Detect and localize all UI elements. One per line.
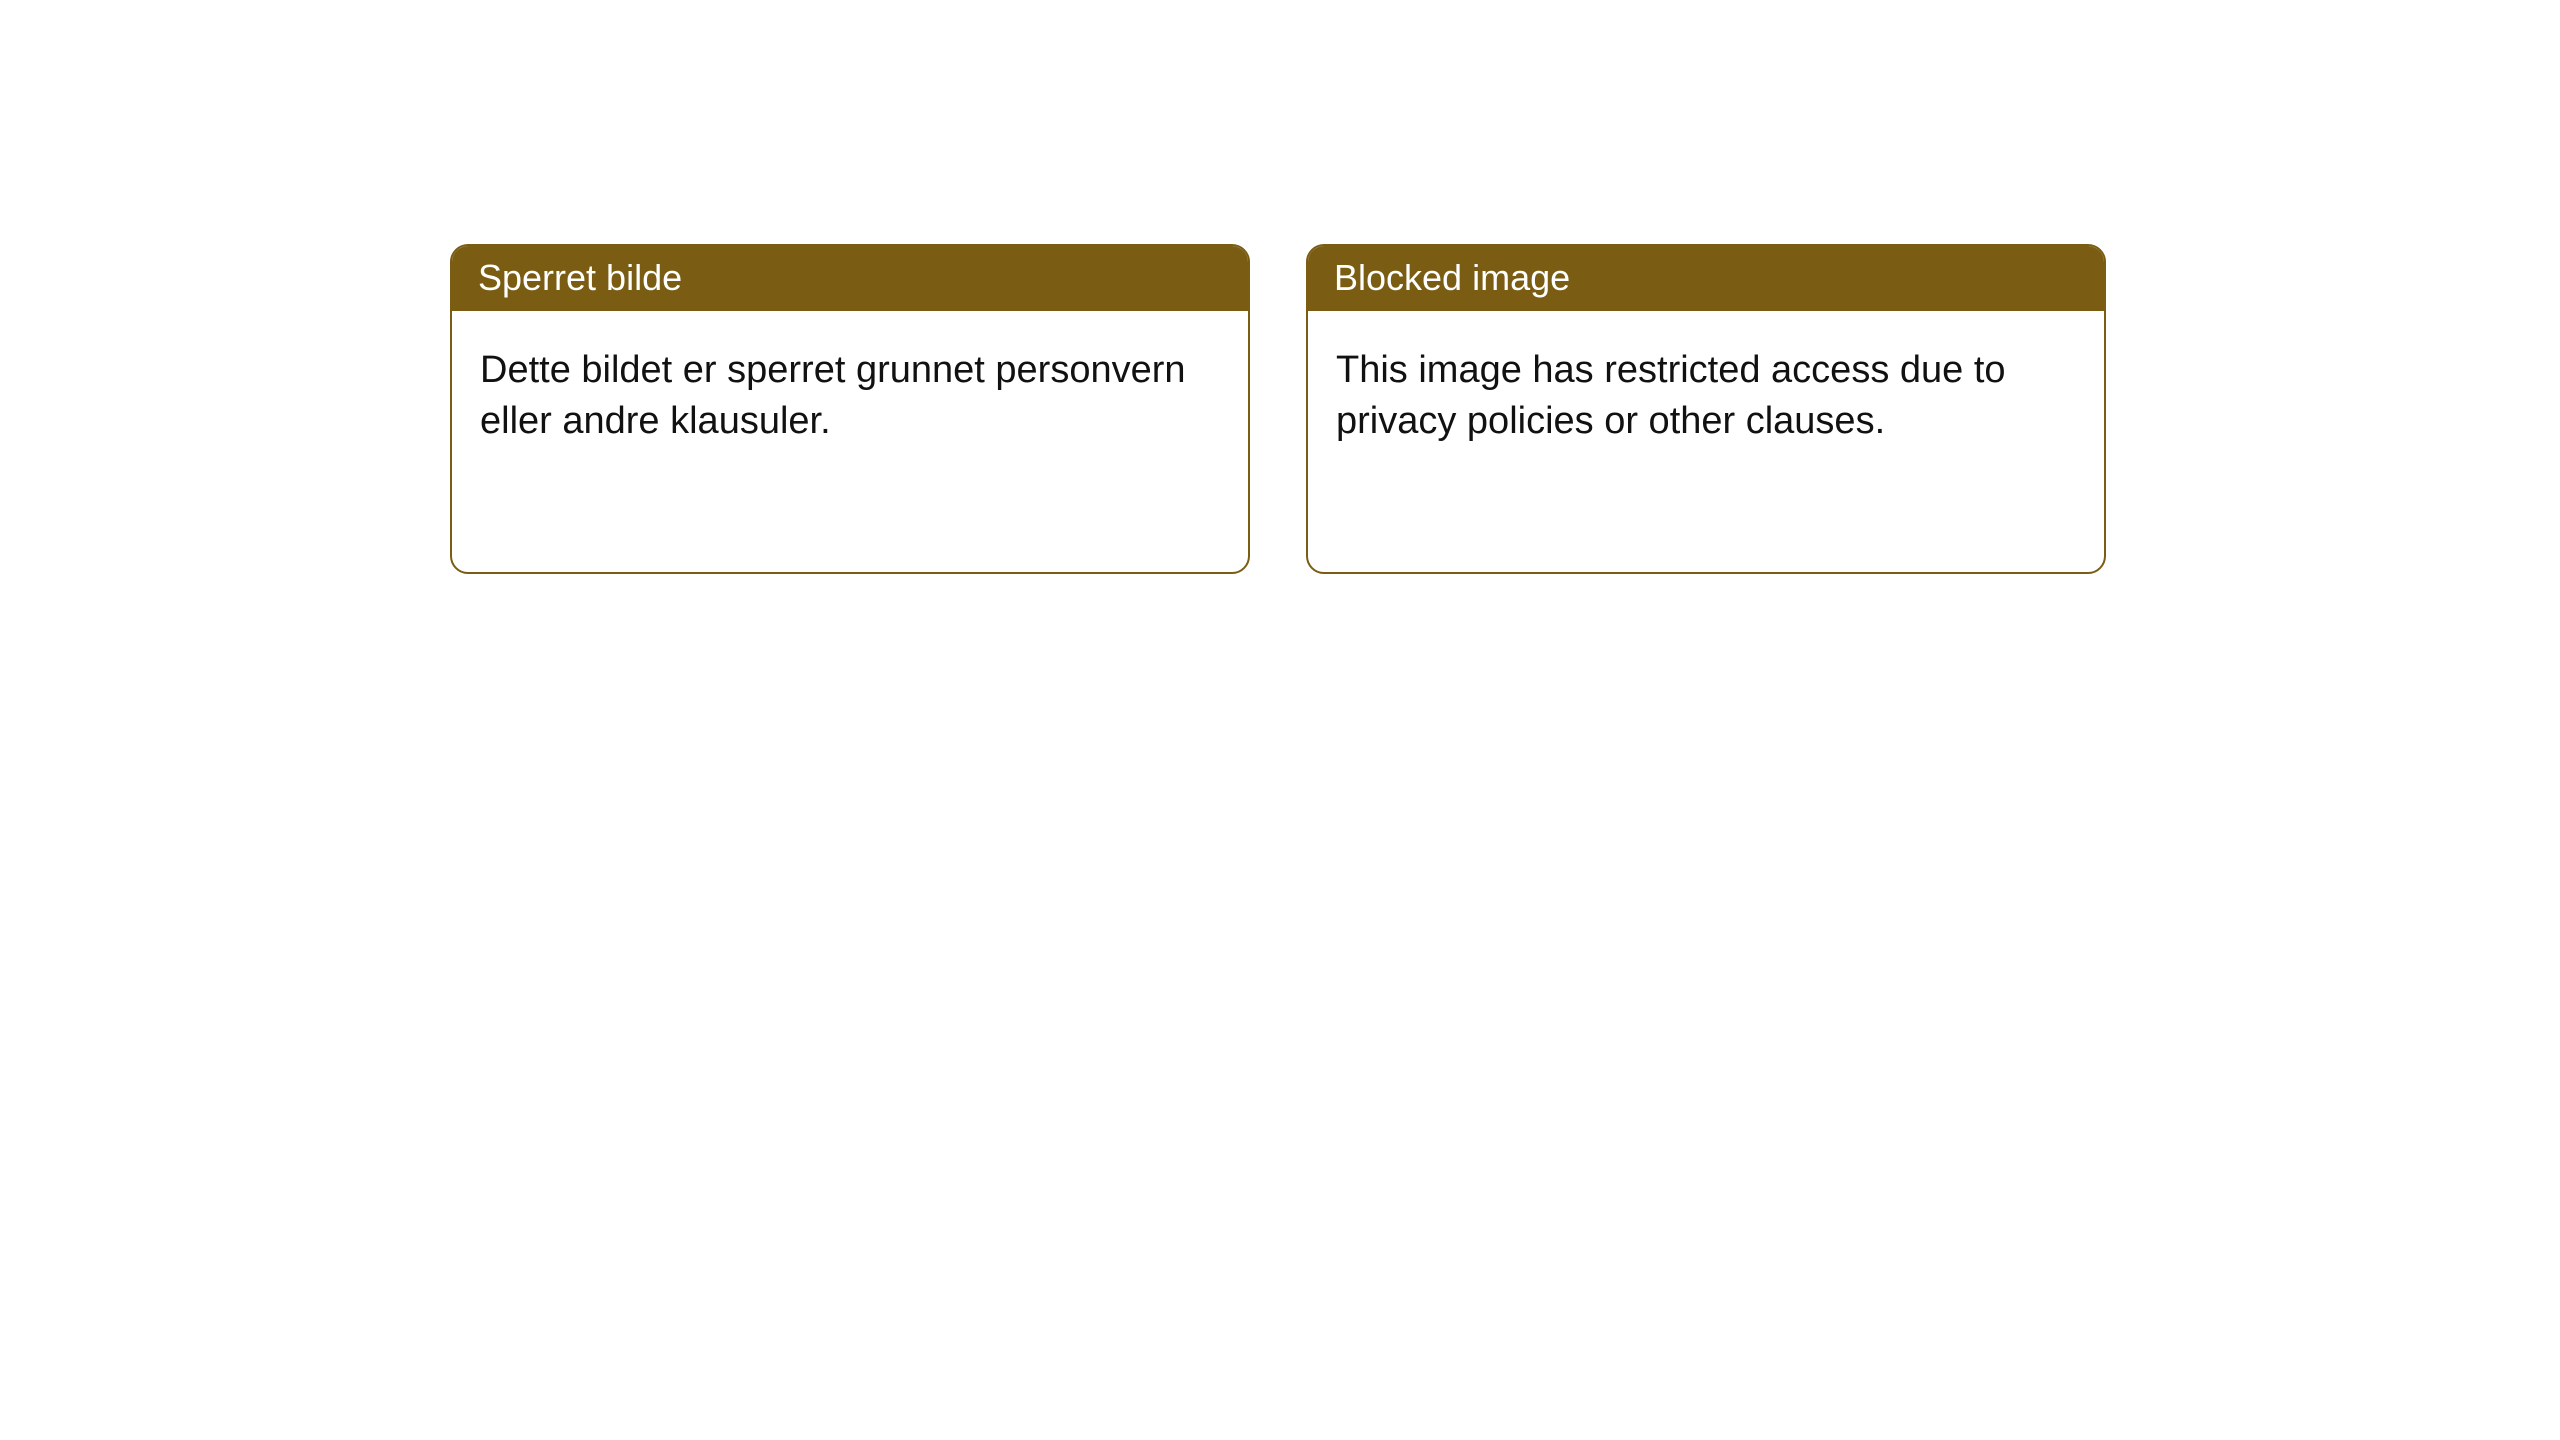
- viewport: Sperret bilde Dette bildet er sperret gr…: [0, 0, 2560, 1440]
- notice-card-norwegian: Sperret bilde Dette bildet er sperret gr…: [450, 244, 1250, 574]
- notice-title-english: Blocked image: [1308, 246, 2104, 311]
- notice-body-norwegian: Dette bildet er sperret grunnet personve…: [452, 311, 1248, 475]
- notice-body-english: This image has restricted access due to …: [1308, 311, 2104, 475]
- notice-card-english: Blocked image This image has restricted …: [1306, 244, 2106, 574]
- notice-title-norwegian: Sperret bilde: [452, 246, 1248, 311]
- notice-cards-row: Sperret bilde Dette bildet er sperret gr…: [450, 244, 2106, 574]
